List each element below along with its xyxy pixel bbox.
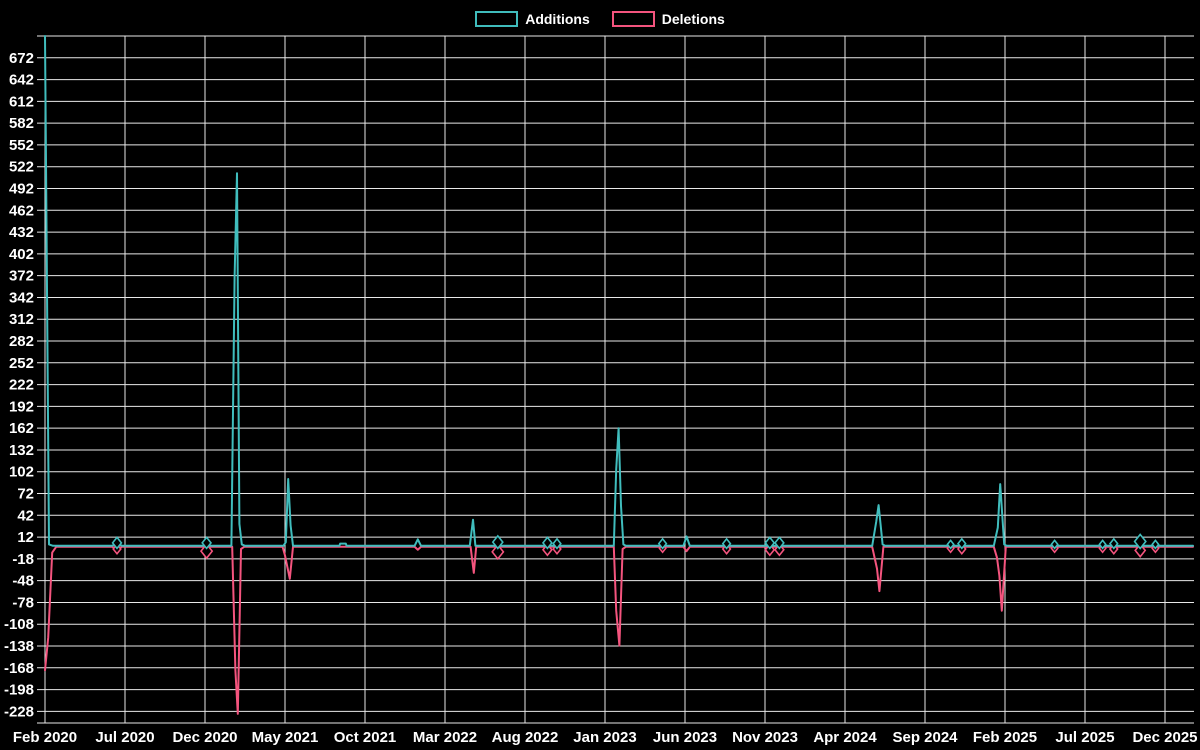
- x-tick-label: May 2021: [252, 729, 319, 746]
- x-tick-label: Sep 2024: [892, 729, 958, 746]
- x-tick-label: Aug 2022: [492, 729, 559, 746]
- y-tick-label: -18: [12, 551, 34, 568]
- y-tick-label: 552: [9, 137, 34, 154]
- y-tick-label: -78: [12, 594, 34, 611]
- x-tick-label: Mar 2022: [413, 729, 477, 746]
- additions-point-marker: [721, 537, 732, 550]
- legend-label-additions: Additions: [525, 11, 590, 27]
- y-tick-label: 462: [9, 202, 34, 219]
- y-tick-label: 132: [9, 442, 34, 459]
- additions-point-marker: [1108, 537, 1119, 550]
- additions-point-marker: [1151, 539, 1160, 550]
- y-tick-label: 432: [9, 224, 34, 241]
- y-tick-label: -228: [4, 703, 34, 720]
- y-tick-label: 222: [9, 377, 34, 394]
- legend: Additions Deletions: [0, 8, 1200, 30]
- x-tick-label: Nov 2023: [732, 729, 798, 746]
- legend-item-deletions[interactable]: Deletions: [611, 11, 725, 27]
- x-tick-label: Jul 2020: [95, 729, 154, 746]
- y-tick-label: 162: [9, 420, 34, 437]
- y-tick-label: -168: [4, 660, 34, 677]
- y-tick-label: -48: [12, 573, 34, 590]
- additions-point-marker: [1050, 539, 1059, 550]
- deletions-point-marker: [541, 542, 553, 557]
- y-tick-label: 342: [9, 289, 34, 306]
- y-tick-label: 312: [9, 311, 34, 328]
- deletions-point-marker: [773, 542, 785, 557]
- x-tick-label: Jun 2023: [653, 729, 717, 746]
- additions-point-marker: [541, 536, 553, 550]
- additions-point-marker: [956, 537, 967, 550]
- additions-point-marker: [1133, 533, 1147, 550]
- y-tick-label: 72: [17, 486, 34, 503]
- additions-point-marker: [491, 534, 504, 550]
- additions-point-marker: [657, 537, 668, 550]
- additions-point-marker: [1098, 539, 1107, 550]
- y-tick-label: -138: [4, 638, 34, 655]
- y-tick-label: 612: [9, 93, 34, 110]
- y-tick-label: 42: [17, 507, 34, 524]
- additions-point-marker: [111, 536, 123, 550]
- additions-point-marker: [773, 536, 785, 550]
- deletions-point-marker: [1134, 542, 1147, 558]
- x-tick-label: Oct 2021: [334, 729, 397, 746]
- y-tick-label: 522: [9, 159, 34, 176]
- y-tick-label: 282: [9, 333, 34, 350]
- deletions-point-marker: [491, 543, 505, 561]
- additions-swatch-icon: [475, 11, 519, 27]
- y-tick-label: 642: [9, 72, 34, 89]
- x-tick-label: Dec 2020: [172, 729, 237, 746]
- y-tick-label: 402: [9, 246, 34, 263]
- y-tick-label: 102: [9, 464, 34, 481]
- additions-point-marker: [201, 536, 213, 550]
- y-tick-label: 372: [9, 268, 34, 285]
- y-tick-label: -198: [4, 682, 34, 699]
- y-tick-label: 492: [9, 181, 34, 198]
- additions-point-marker: [764, 536, 776, 550]
- deletions-point-marker: [764, 542, 776, 557]
- y-tick-label: 192: [9, 398, 34, 415]
- deletions-point-marker: [199, 542, 214, 560]
- y-tick-label: 252: [9, 355, 34, 372]
- y-tick-label: 672: [9, 50, 34, 67]
- y-tick-label: 12: [17, 529, 34, 546]
- deletions-swatch-icon: [611, 11, 655, 27]
- additions-point-marker: [552, 537, 562, 550]
- y-tick-label: 582: [9, 115, 34, 132]
- x-tick-label: Jul 2025: [1055, 729, 1114, 746]
- x-tick-label: Feb 2025: [973, 729, 1037, 746]
- legend-item-additions[interactable]: Additions: [475, 11, 590, 27]
- x-tick-label: Jan 2023: [573, 729, 636, 746]
- additions-point-marker: [946, 539, 955, 550]
- x-tick-label: Feb 2020: [13, 729, 77, 746]
- series-layer: [44, 35, 1194, 715]
- x-tick-label: Dec 2025: [1132, 729, 1197, 746]
- y-tick-label: -108: [4, 616, 34, 633]
- x-tick-label: Apr 2024: [813, 729, 877, 746]
- legend-label-deletions: Deletions: [661, 11, 725, 27]
